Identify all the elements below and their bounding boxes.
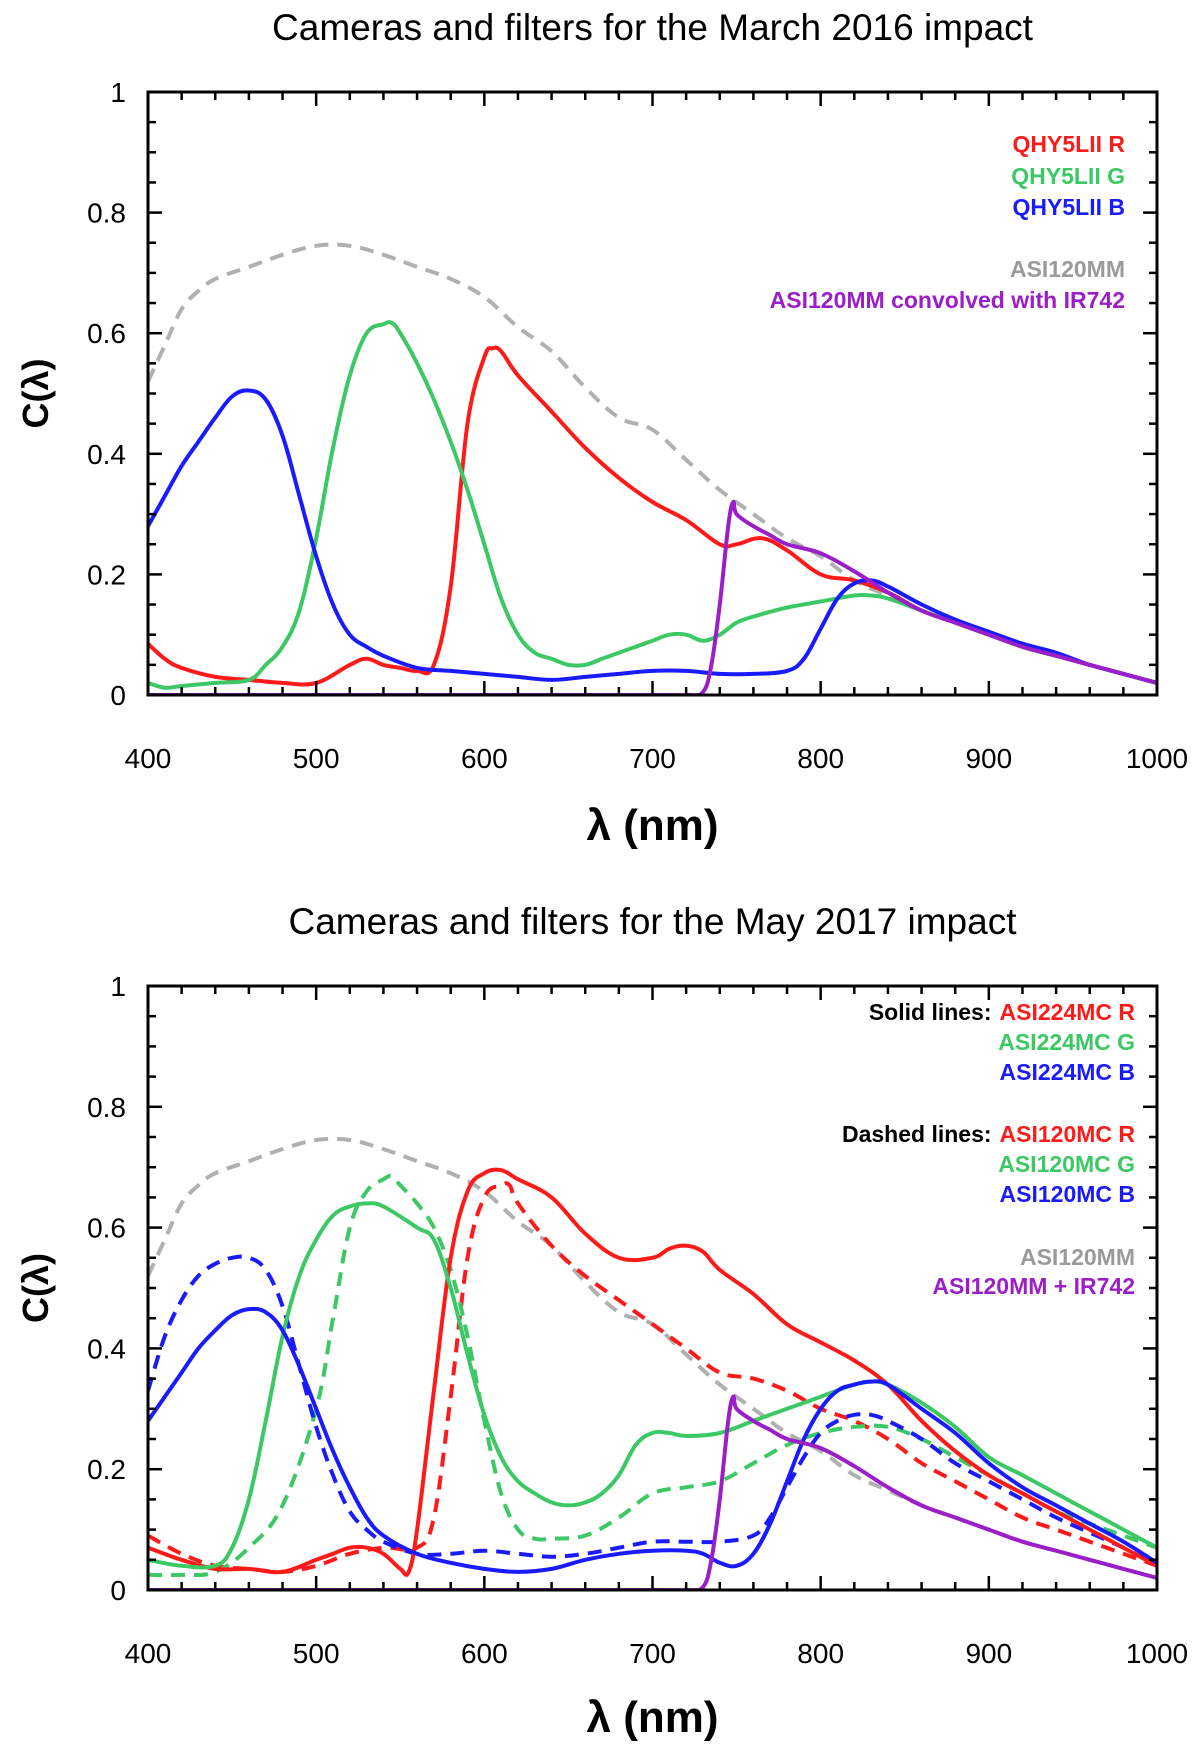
y-tick-label: 0.8 <box>87 198 126 229</box>
x-tick-label: 400 <box>125 743 172 774</box>
series-line-asi120mm-ir742 <box>148 1394 1157 1590</box>
series-line-asi120mm-convolved-with-ir742 <box>148 499 1157 695</box>
series-line-asi224mc-b <box>148 1306 1157 1574</box>
series-line-qhy5lii-r <box>148 345 1157 687</box>
y-axis-label: C(λ) <box>15 359 56 429</box>
legend-prefix: Solid lines: <box>869 999 992 1025</box>
legend-entry: ASI120MM convolved with IR742 <box>770 287 1125 313</box>
series-group <box>148 1136 1157 1590</box>
legend-entry: ASI224MC G <box>998 1029 1135 1055</box>
chart-panel-2: Cameras and filters for the May 2017 imp… <box>15 901 1188 1742</box>
chart-panel-1: Cameras and filters for the March 2016 i… <box>15 7 1188 850</box>
x-tick-label: 400 <box>125 1638 172 1669</box>
chart-title: Cameras and filters for the March 2016 i… <box>272 7 1034 48</box>
series-line-asi224mc-r <box>148 1167 1157 1577</box>
series-group <box>148 242 1157 695</box>
y-tick-label: 0.2 <box>87 1454 126 1485</box>
series-line-asi120mc-b <box>148 1254 1157 1568</box>
x-tick-label: 1000 <box>1126 743 1188 774</box>
legend-entry: ASI120MM <box>1020 1244 1135 1270</box>
legend-entry: ASI120MC R <box>1000 1121 1136 1147</box>
legend-entry: ASI120MC G <box>998 1151 1135 1177</box>
series-line-qhy5lii-b <box>148 388 1157 685</box>
x-tick-label: 900 <box>965 743 1012 774</box>
legend-entry: ASI120MC B <box>1000 1181 1135 1207</box>
x-axis-label: λ (nm) <box>587 801 719 850</box>
x-tick-label: 600 <box>461 1638 508 1669</box>
legend-entry: QHY5LII B <box>1013 194 1125 220</box>
x-tick-label: 900 <box>965 1638 1012 1669</box>
x-tick-label: 600 <box>461 743 508 774</box>
x-tick-label: 800 <box>797 1638 844 1669</box>
x-tick-label: 700 <box>629 743 676 774</box>
y-tick-label: 0 <box>110 1575 126 1606</box>
x-tick-label: 700 <box>629 1638 676 1669</box>
x-tick-label: 500 <box>293 743 340 774</box>
legend: QHY5LII R QHY5LII G QHY5LII B ASI120MM ASI12… <box>770 131 1126 313</box>
legend-entry: ASI224MC B <box>1000 1059 1135 1085</box>
series-line-asi120mc-g <box>148 1173 1157 1578</box>
y-tick-label: 0 <box>110 680 126 711</box>
series-line-qhy5lii-g <box>148 320 1157 690</box>
x-tick-label: 1000 <box>1126 1638 1188 1669</box>
y-tick-label: 0.6 <box>87 318 126 349</box>
legend: ASI224MC R Solid lines:ASI224MC G ASI224MC… <box>842 999 1135 1299</box>
legend-entry: ASI120MM + IR742 <box>932 1273 1135 1299</box>
series-line-asi120mc-r <box>148 1181 1157 1574</box>
series-line-asi224mc-g <box>148 1201 1157 1570</box>
y-tick-label: 0.8 <box>87 1092 126 1123</box>
y-tick-label: 0.4 <box>87 1333 126 1364</box>
x-tick-label: 500 <box>293 1638 340 1669</box>
x-axis-label: λ (nm) <box>587 1693 719 1742</box>
y-tick-label: 0.2 <box>87 559 126 590</box>
y-tick-label: 1 <box>110 971 126 1002</box>
legend-entry: ASI120MM <box>1010 256 1125 282</box>
legend-entry: QHY5LII R <box>1013 131 1126 157</box>
legend-entry: QHY5LII G <box>1011 163 1125 189</box>
y-tick-label: 0.4 <box>87 439 126 470</box>
y-tick-label: 0.6 <box>87 1213 126 1244</box>
y-tick-label: 1 <box>110 77 126 108</box>
legend-entry: ASI224MC R <box>1000 999 1136 1025</box>
legend-prefix: Dashed lines: <box>842 1121 992 1147</box>
x-tick-label: 800 <box>797 743 844 774</box>
chart-title: Cameras and filters for the May 2017 imp… <box>289 901 1018 942</box>
y-axis-label: C(λ) <box>15 1253 56 1323</box>
